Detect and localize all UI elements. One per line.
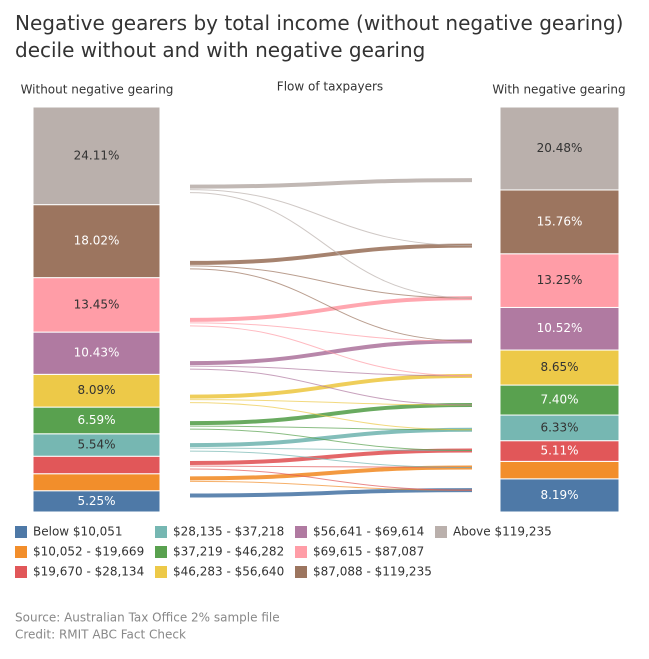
bar-segment [499,460,620,480]
bar-label: With negative gearing [492,83,625,97]
bar-segment [32,106,161,206]
legend-swatch [295,526,307,538]
legend-label: $10,052 - $19,669 [33,545,144,559]
legend-swatch [15,566,27,578]
flow-band [189,402,473,426]
bar-segment [499,414,620,442]
bar-segment [32,406,161,435]
flow-band [189,178,473,189]
legend-swatch [295,566,307,578]
bar-segment [32,455,161,475]
value-label: 15.76% [537,214,583,228]
flow-line [189,322,473,342]
chart-title: Negative gearers by total income (withou… [15,11,624,62]
legend-swatch [15,526,27,538]
flow-band [189,243,473,265]
flow-band [189,488,473,498]
flow-line [189,365,473,377]
flow-line [189,402,473,431]
source-note: Source: Australian Tax Office 2% sample … [15,611,280,625]
flow-line [189,428,473,452]
bar-segment [499,478,620,513]
bar-segment [499,384,620,416]
legend-swatch [155,526,167,538]
value-label: 10.43% [74,346,120,360]
legend-swatch [295,546,307,558]
value-label: 8.19% [540,488,578,502]
legend-label: Below $10,051 [33,525,123,539]
flow-band [189,373,473,399]
legend-label: $56,641 - $69,614 [313,525,424,539]
flow-band [189,448,473,465]
value-label: 8.65% [540,360,578,374]
bar-label: Without negative gearing [21,83,174,97]
flow-line [189,399,473,406]
flow-band [189,296,473,322]
value-label: 18.02% [74,234,120,248]
legend-label: Above $119,235 [453,525,552,539]
value-label: 13.25% [537,273,583,287]
flow-line [189,268,473,342]
value-label: 13.45% [74,297,120,311]
bar-segment [499,189,620,255]
flow-line [189,480,473,491]
legend-label: $28,135 - $37,218 [173,525,284,539]
value-label: 6.33% [540,420,578,434]
value-label: 24.11% [74,148,120,162]
legend-label: $37,219 - $46,282 [173,545,284,559]
flow-line [189,450,473,469]
credit-note: Credit: RMIT ABC Fact Check [15,628,186,642]
legend-label: $69,615 - $87,087 [313,545,424,559]
flow-band [189,465,473,481]
flow-line [189,368,473,406]
bar-segment [499,106,620,191]
value-label: 10.52% [537,321,583,335]
legend-label: $46,283 - $56,640 [173,565,284,579]
bar-segment [32,204,161,279]
flow-line [189,468,473,491]
bar-segment [499,349,620,386]
flow-line [189,425,473,431]
flow-line [189,265,473,299]
bar-segment [499,253,620,308]
value-label: 7.40% [540,393,578,407]
legend-label: $19,670 - $28,134 [33,565,144,579]
flow-band [189,427,473,448]
bar-segment [499,306,620,351]
legend-swatch [435,526,447,538]
value-label: 5.11% [540,444,578,458]
value-label: 5.54% [77,438,115,452]
legend-label: $87,088 - $119,235 [313,565,432,579]
legend-swatch [155,546,167,558]
flow-title: Flow of taxpayers [277,80,383,94]
flow-line [189,325,473,377]
flow-line [189,465,473,469]
legend-swatch [15,546,27,558]
value-label: 6.59% [77,413,115,427]
flow-line [189,189,473,247]
value-label: 8.09% [77,383,115,397]
value-label: 5.25% [77,494,115,508]
flow-line [189,447,473,452]
flow-line [189,192,473,299]
value-label: 20.48% [537,141,583,155]
legend-swatch [155,566,167,578]
bar-segment [32,473,161,492]
